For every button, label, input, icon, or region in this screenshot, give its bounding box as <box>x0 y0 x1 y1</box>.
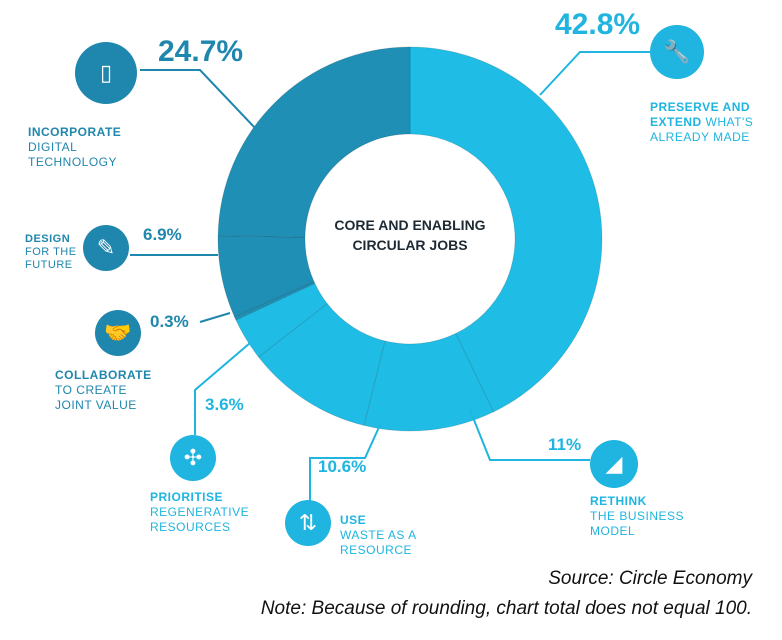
donut-slice-1 <box>363 332 495 432</box>
donut-slice-0 <box>409 46 603 413</box>
label-preserve: PRESERVE AND EXTEND WHAT'S ALREADY MADE <box>650 100 754 144</box>
donut-slice-4 <box>233 280 316 321</box>
leader-lines <box>130 51 650 505</box>
leader-incorporate <box>140 69 256 129</box>
center-title: CORE AND ENABLING CIRCULAR JOBS <box>334 217 486 253</box>
value-label-collaborate: 0.3% <box>150 312 189 331</box>
leader-rethink <box>469 409 590 461</box>
donut-slice-2 <box>257 302 386 427</box>
value-label-design: 6.9% <box>143 225 182 244</box>
label-prioritise: PRIORITISE REGENERATIVE RESOURCES <box>150 490 250 534</box>
value-label-prioritise: 3.6% <box>205 395 244 414</box>
label-rethink: RETHINK THE BUSINESS MODEL <box>590 494 685 538</box>
label-collaborate: COLLABORATE TO CREATE JOINT VALUE <box>55 368 152 412</box>
chart-growth-icon: ◢ <box>590 440 638 488</box>
donut-slice-3 <box>235 282 328 358</box>
rounding-note: Note: Because of rounding, chart total d… <box>260 598 752 619</box>
recycle-arrows-icon: ⇅ <box>285 500 331 546</box>
label-incorporate: INCORPORATE DIGITAL TECHNOLOGY <box>28 125 122 169</box>
label-design: DESIGN FOR THE FUTURE <box>25 233 77 271</box>
leader-use <box>309 424 381 505</box>
source-note: Source: Circle Economy <box>548 568 752 589</box>
smartphone-icon: ▯ <box>75 42 137 104</box>
donut-slice-6 <box>217 46 411 238</box>
value-label-rethink: 11% <box>548 435 582 454</box>
leader-prioritise <box>194 342 251 435</box>
value-label-use: 10.6% <box>318 457 367 476</box>
leader-preserve <box>539 51 650 96</box>
value-label-preserve: 42.8% <box>555 8 641 41</box>
value-label-incorporate: 24.7% <box>158 35 244 68</box>
leader-collaborate <box>199 312 231 323</box>
label-use: USE WASTE AS A RESOURCE <box>340 513 417 557</box>
wrench-icon: 🔧 <box>650 25 704 79</box>
handshake-icon: 🤝 <box>95 310 141 356</box>
pencil-icon: ✎ <box>83 225 129 271</box>
wind-turbine-icon: ✣ <box>170 435 216 481</box>
